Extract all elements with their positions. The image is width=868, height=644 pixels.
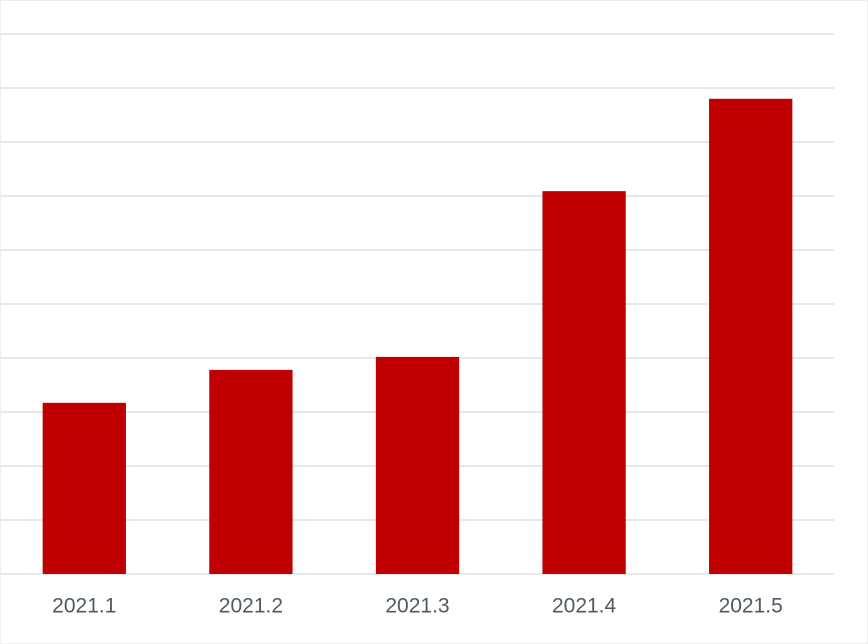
bar — [42, 402, 126, 574]
x-tick-label: 2021.4 — [552, 595, 617, 618]
bar — [375, 356, 460, 574]
bar — [209, 369, 293, 574]
bar — [542, 191, 626, 574]
x-tick-label: 2021.5 — [719, 595, 783, 618]
x-tick-label: 2021.1 — [52, 595, 116, 618]
bar — [709, 98, 793, 575]
x-tick-label: 2021.2 — [219, 595, 283, 618]
x-tick-label: 2021.3 — [385, 595, 449, 618]
